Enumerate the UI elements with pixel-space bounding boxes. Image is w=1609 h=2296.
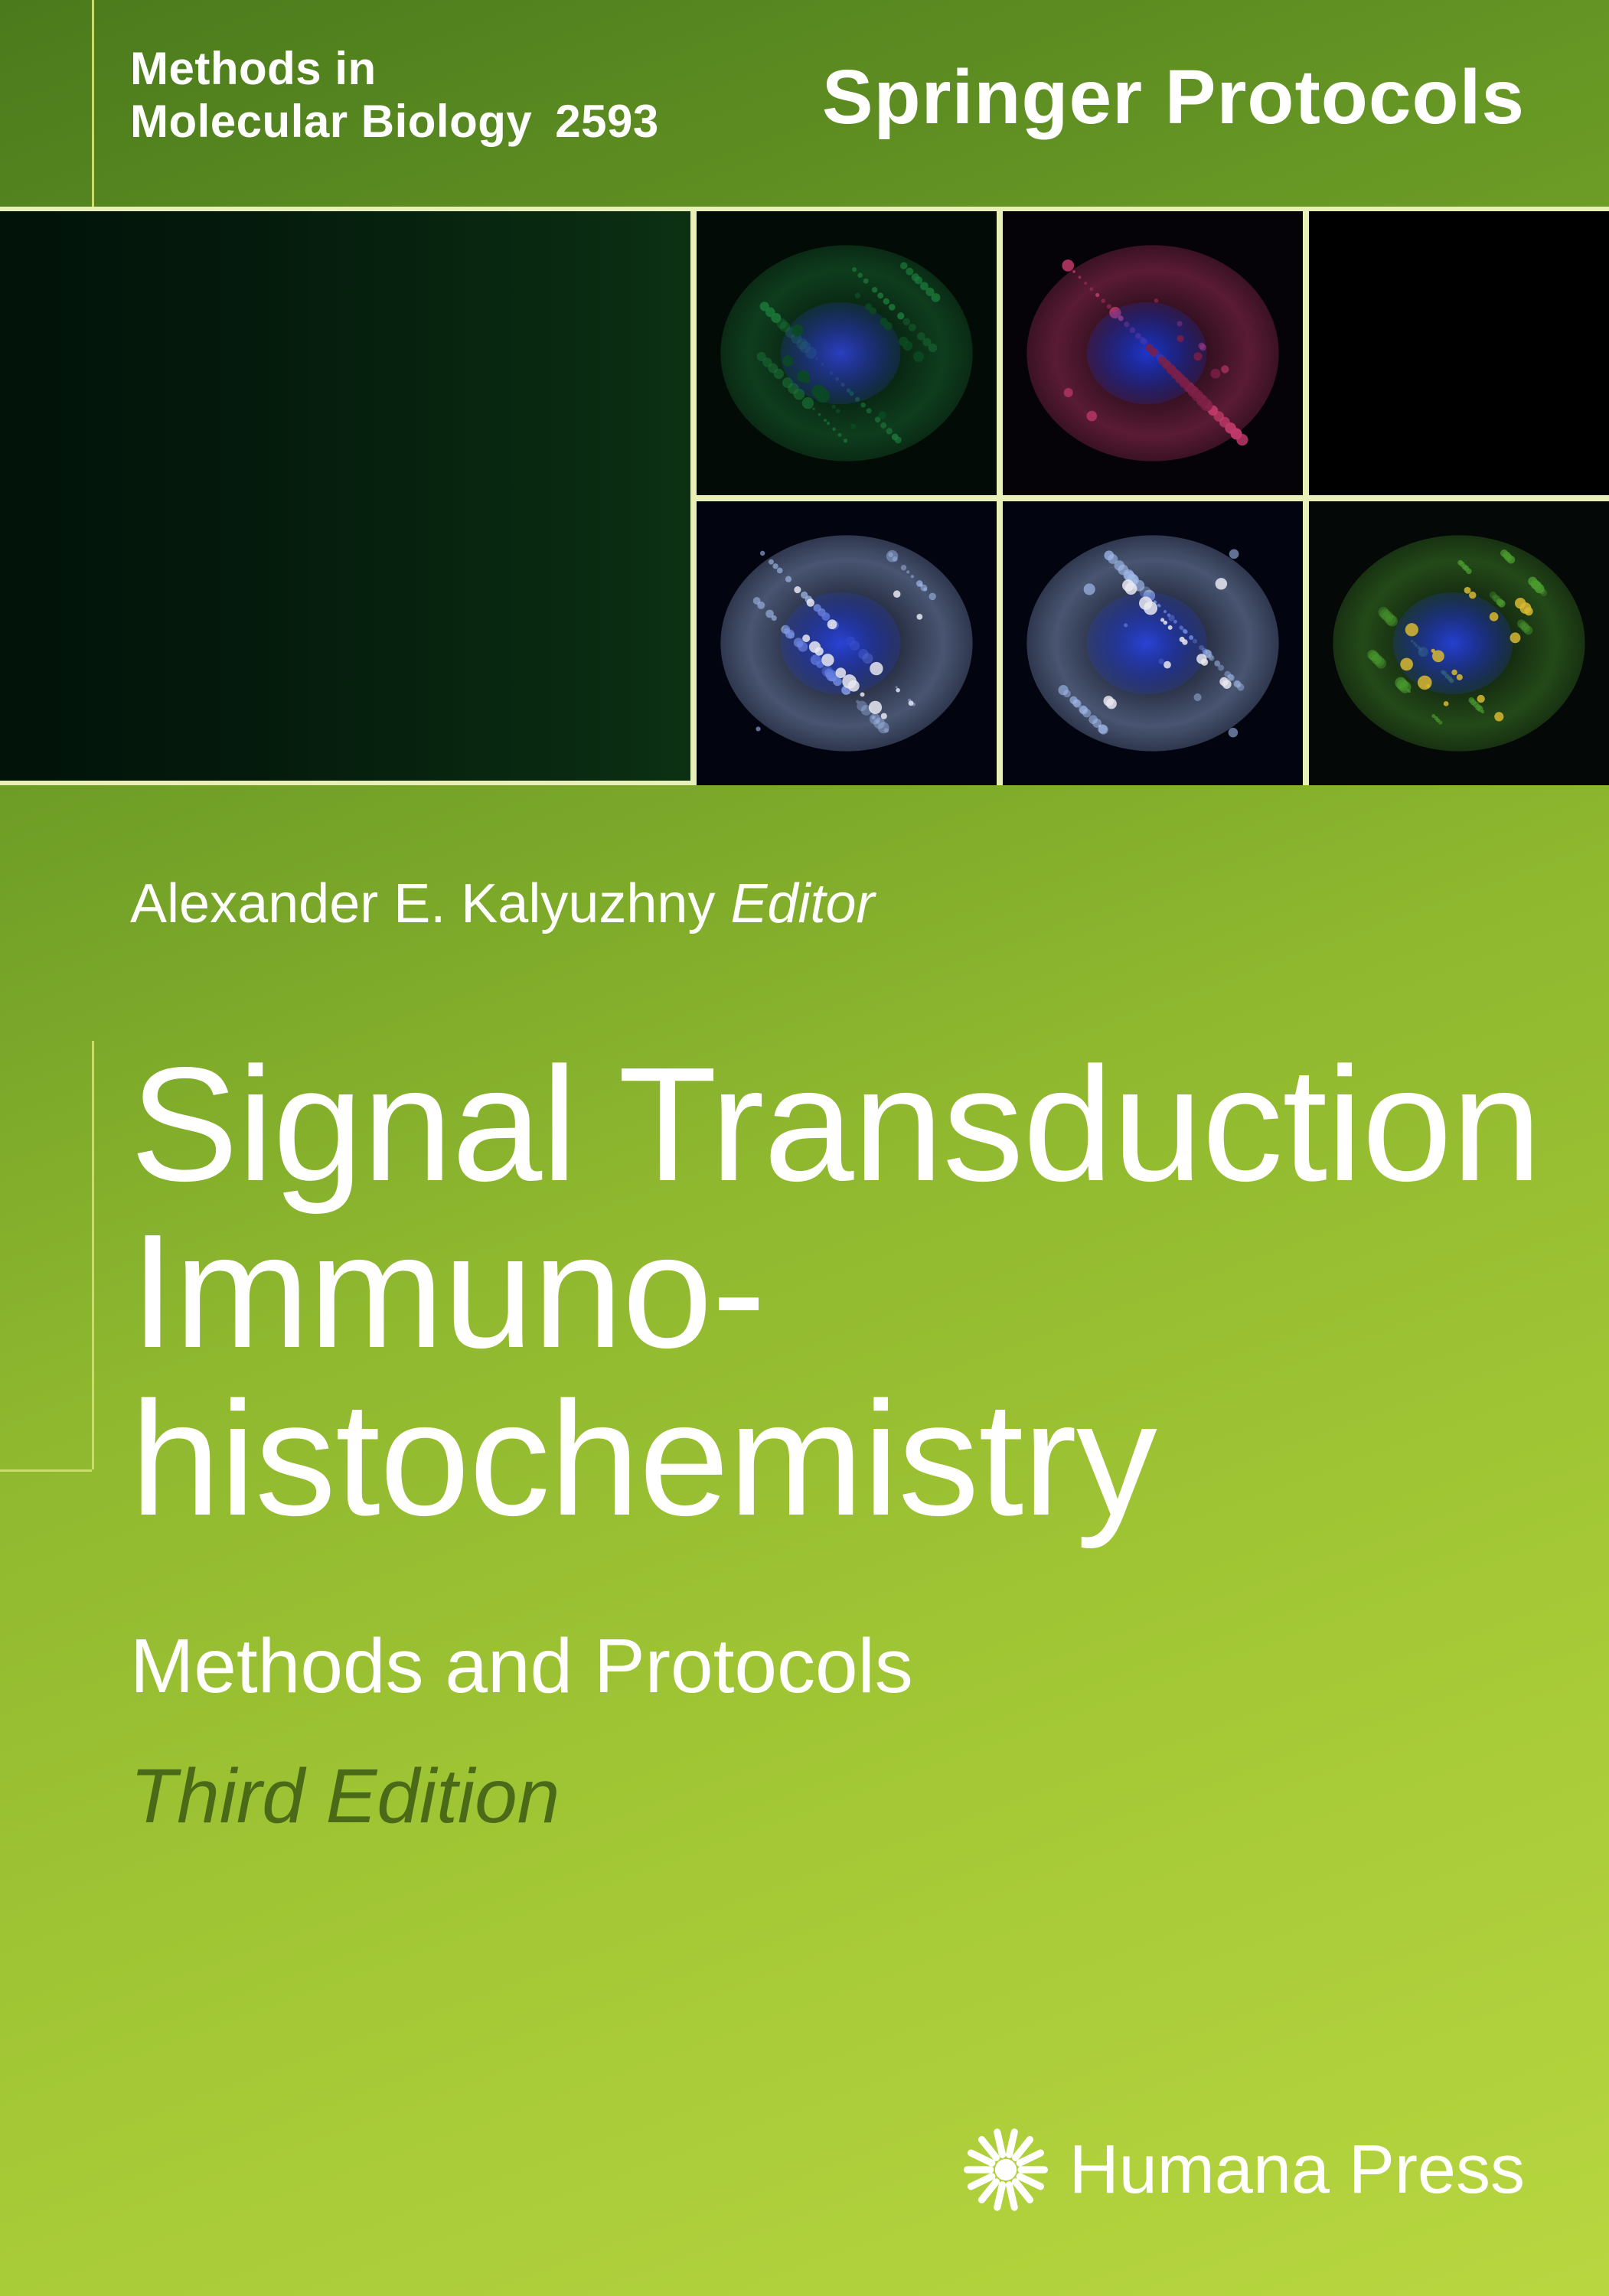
brand-name: Springer Protocols <box>822 54 1525 142</box>
editor-name: Alexander E. Kalyuzhny <box>130 873 715 934</box>
publisher-name: Humana Press <box>1069 2131 1525 2210</box>
series-box: Methods in Molecular Biology 2593 <box>130 42 659 148</box>
publisher: Humana Press <box>964 2128 1525 2212</box>
image-band <box>0 211 1609 785</box>
editor-line: Alexander E. KalyuzhnyEditor <box>130 872 875 935</box>
title-line-3: histochemistry <box>130 1375 1541 1542</box>
micrograph-cell <box>1003 211 1303 495</box>
header: Methods in Molecular Biology 2593 Springe… <box>0 0 1609 207</box>
rule-vertical-mid <box>92 1041 94 1469</box>
publisher-logo-icon <box>964 2128 1048 2212</box>
rule-horizontal <box>0 1469 92 1472</box>
micrograph-cell <box>1309 501 1609 785</box>
book-title: Signal Transduction Immuno- histochemist… <box>130 1041 1541 1542</box>
micrograph-cell <box>1309 211 1609 495</box>
micrograph-cell <box>697 211 997 495</box>
series-name: Molecular Biology <box>130 96 532 147</box>
editor-role: Editor <box>730 873 874 934</box>
book-cover: Methods in Molecular Biology 2593 Springe… <box>0 0 1609 2296</box>
micrograph-cell <box>697 501 997 785</box>
series-number: 2593 <box>555 95 658 148</box>
series-line-2: Molecular Biology 2593 <box>130 95 659 148</box>
title-line-1: Signal Transduction <box>130 1041 1541 1208</box>
book-subtitle: Methods and Protocols <box>130 1623 913 1711</box>
series-line-1: Methods in <box>130 42 659 95</box>
title-line-2: Immuno- <box>130 1208 1541 1375</box>
edition: Third Edition <box>130 1753 560 1841</box>
micrograph-cell <box>1003 501 1303 785</box>
micrograph-grid <box>690 211 1609 785</box>
